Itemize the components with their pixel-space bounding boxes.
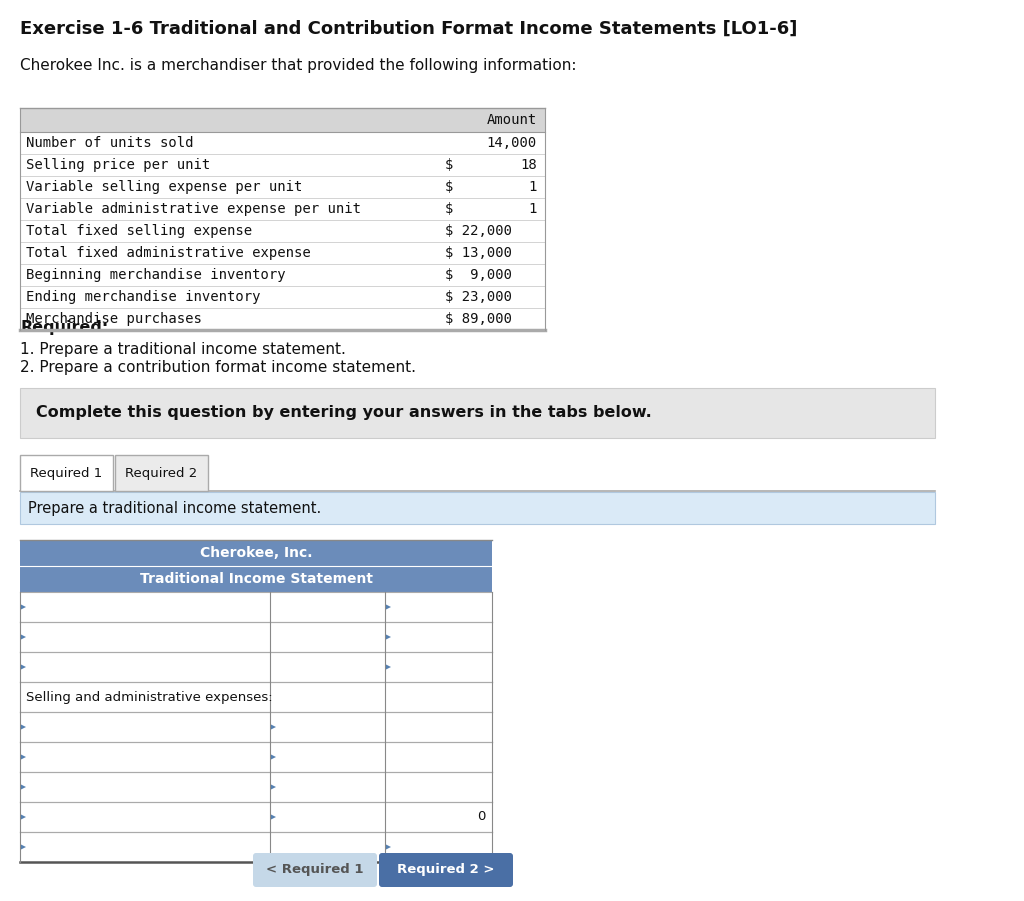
Polygon shape — [386, 605, 391, 609]
Text: Total fixed administrative expense: Total fixed administrative expense — [26, 246, 310, 260]
Text: Complete this question by entering your answers in the tabs below.: Complete this question by entering your … — [36, 405, 651, 421]
Text: Merchandise purchases: Merchandise purchases — [26, 312, 202, 326]
Text: Amount: Amount — [486, 113, 537, 127]
Text: 14,000: 14,000 — [486, 136, 537, 150]
Polygon shape — [22, 815, 26, 820]
FancyBboxPatch shape — [379, 853, 513, 887]
Text: Required 2: Required 2 — [125, 467, 198, 479]
Bar — [20, 108, 545, 132]
FancyBboxPatch shape — [253, 853, 377, 887]
Text: 1: 1 — [528, 180, 537, 194]
Text: Selling price per unit: Selling price per unit — [26, 158, 210, 172]
Text: Beginning merchandise inventory: Beginning merchandise inventory — [26, 268, 286, 282]
Text: Variable administrative expense per unit: Variable administrative expense per unit — [26, 202, 361, 216]
Polygon shape — [22, 634, 26, 640]
Polygon shape — [386, 634, 391, 640]
Text: 1: 1 — [528, 202, 537, 216]
Polygon shape — [271, 754, 276, 760]
Text: $: $ — [445, 158, 454, 172]
Polygon shape — [271, 785, 276, 789]
Text: Cherokee, Inc.: Cherokee, Inc. — [200, 546, 312, 560]
Polygon shape — [22, 724, 26, 730]
Text: Required 2 >: Required 2 > — [397, 863, 495, 877]
Bar — [20, 566, 492, 592]
Text: Required:: Required: — [20, 320, 109, 335]
Text: Number of units sold: Number of units sold — [26, 136, 194, 150]
Text: Total fixed selling expense: Total fixed selling expense — [26, 224, 252, 238]
Polygon shape — [22, 844, 26, 850]
Polygon shape — [22, 754, 26, 760]
Bar — [20, 540, 492, 566]
Polygon shape — [22, 665, 26, 669]
Bar — [20, 455, 113, 491]
Text: < Required 1: < Required 1 — [266, 863, 364, 877]
Text: 2. Prepare a contribution format income statement.: 2. Prepare a contribution format income … — [20, 360, 416, 375]
Text: $ 89,000: $ 89,000 — [445, 312, 512, 326]
Text: $: $ — [445, 202, 454, 216]
Text: $ 22,000: $ 22,000 — [445, 224, 512, 238]
Text: $: $ — [445, 180, 454, 194]
Text: Exercise 1-6 Traditional and Contribution Format Income Statements [LO1-6]: Exercise 1-6 Traditional and Contributio… — [20, 20, 798, 38]
Text: Required 1: Required 1 — [31, 467, 102, 479]
Polygon shape — [386, 844, 391, 850]
Bar — [115, 455, 208, 491]
Polygon shape — [271, 815, 276, 820]
Text: $  9,000: $ 9,000 — [445, 268, 512, 282]
Text: Prepare a traditional income statement.: Prepare a traditional income statement. — [28, 500, 322, 515]
Text: Traditional Income Statement: Traditional Income Statement — [139, 572, 373, 586]
Text: Selling and administrative expenses:: Selling and administrative expenses: — [26, 690, 272, 704]
Polygon shape — [22, 605, 26, 609]
Text: $ 23,000: $ 23,000 — [445, 290, 512, 304]
Polygon shape — [22, 785, 26, 789]
Text: Variable selling expense per unit: Variable selling expense per unit — [26, 180, 302, 194]
Polygon shape — [386, 665, 391, 669]
Text: 18: 18 — [520, 158, 537, 172]
Text: 0: 0 — [477, 811, 486, 824]
Text: Ending merchandise inventory: Ending merchandise inventory — [26, 290, 260, 304]
Polygon shape — [271, 724, 276, 730]
Text: $ 13,000: $ 13,000 — [445, 246, 512, 260]
Text: Cherokee Inc. is a merchandiser that provided the following information:: Cherokee Inc. is a merchandiser that pro… — [20, 58, 577, 73]
Text: 1. Prepare a traditional income statement.: 1. Prepare a traditional income statemen… — [20, 342, 346, 357]
Bar — [20, 388, 935, 438]
Bar — [20, 492, 935, 524]
